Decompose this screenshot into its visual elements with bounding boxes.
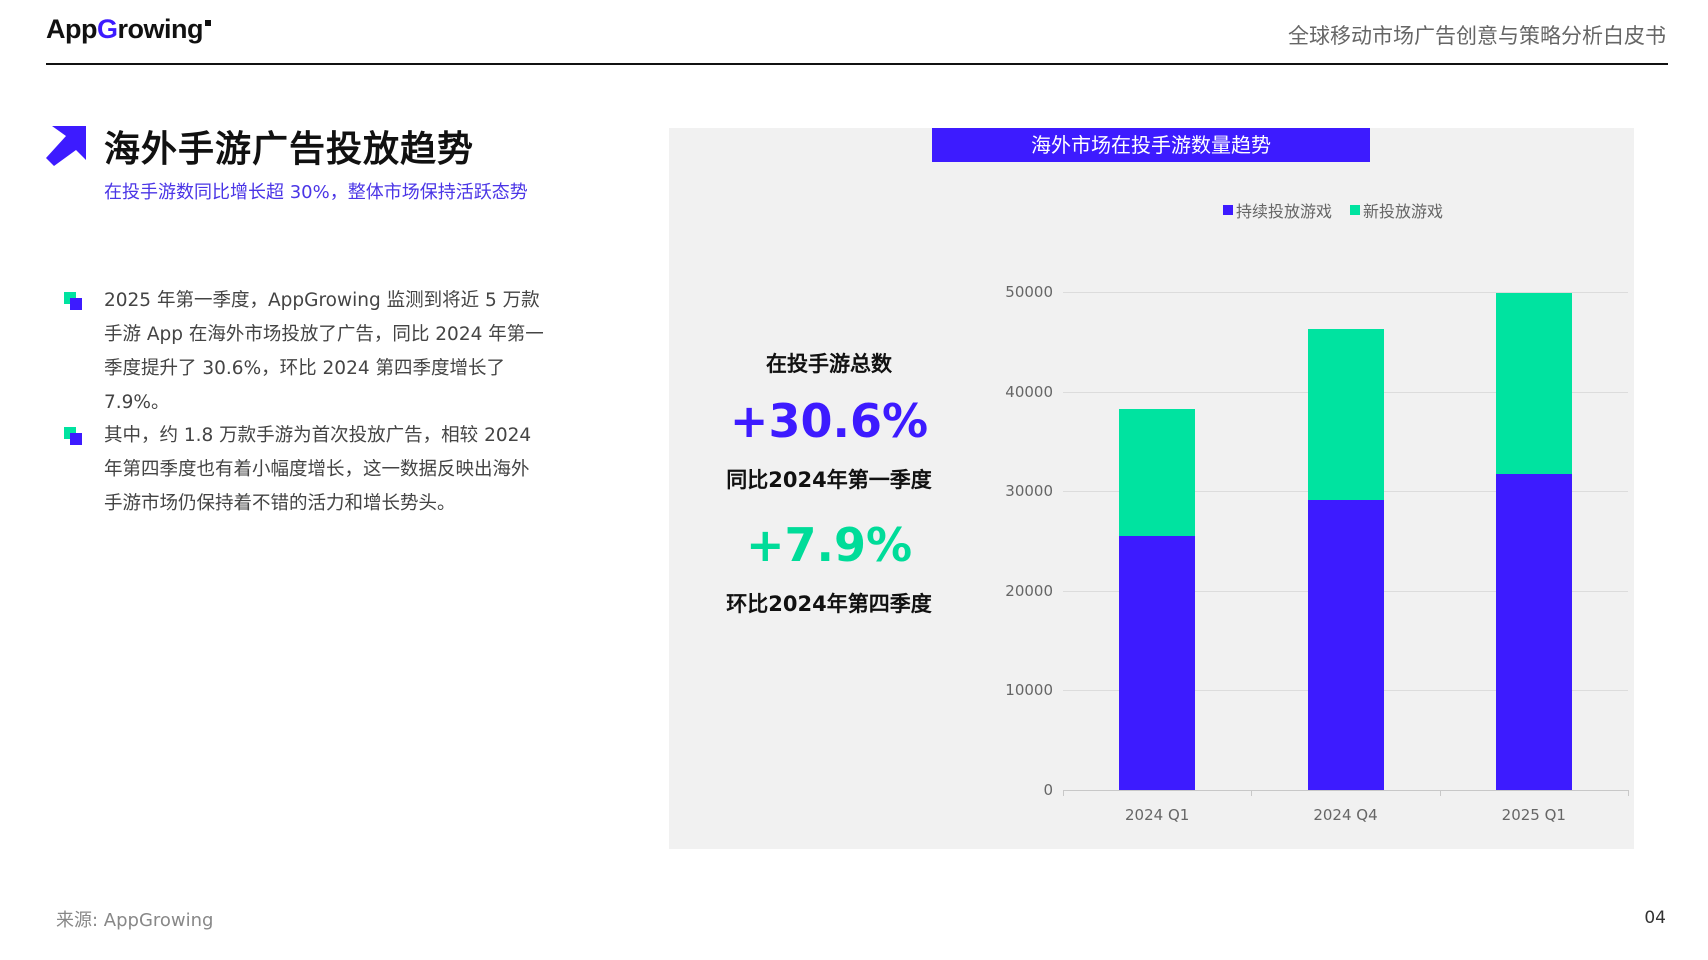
logo-dot-icon xyxy=(205,20,211,26)
stat-yoy-label: 同比2024年第一季度 xyxy=(726,468,932,492)
stacked-bar xyxy=(1495,292,1572,790)
stat-yoy-value: +30.6% xyxy=(729,394,929,448)
page-subtitle: 在投手游数同比增长超 30%，整体市场保持活跃态势 xyxy=(104,182,528,203)
bullet-item: 2025 年第一季度，AppGrowing 监测到将近 5 万款手游 App 在… xyxy=(64,284,544,420)
y-tick-label: 10000 xyxy=(1005,681,1053,700)
stacked-bar xyxy=(1307,292,1384,790)
bar-segment xyxy=(1495,474,1572,790)
y-tick-label: 40000 xyxy=(1005,382,1053,401)
header-divider xyxy=(46,63,1668,65)
chart-title: 海外市场在投手游数量趋势 xyxy=(932,128,1370,162)
legend-swatch-blue-icon xyxy=(1223,205,1233,215)
legend-label: 新投放游戏 xyxy=(1363,202,1444,221)
x-tick-mark xyxy=(1628,790,1629,796)
legend-item-new: 新投放游戏 xyxy=(1350,198,1443,222)
bar-segment xyxy=(1307,500,1384,790)
appgrowing-logo: AppGrowing xyxy=(46,14,211,45)
logo-text-suffix: rowing xyxy=(117,14,204,44)
y-tick-label: 50000 xyxy=(1005,283,1053,301)
stat-qoq-value: +7.9% xyxy=(745,518,913,572)
document-title: 全球移动市场广告创意与策略分析白皮书 xyxy=(1288,24,1666,48)
bullet-squares-icon xyxy=(64,292,84,312)
logo-g-arrow: G xyxy=(96,14,118,44)
bar-segment xyxy=(1307,328,1384,501)
page-number: 04 xyxy=(1644,908,1666,928)
y-tick-label: 20000 xyxy=(1005,581,1053,600)
page-title: 海外手游广告投放趋势 xyxy=(104,129,475,170)
x-tick-mark xyxy=(1439,790,1441,796)
x-axis-line xyxy=(1063,790,1628,791)
bar-segment xyxy=(1495,292,1572,475)
legend-swatch-green-icon xyxy=(1350,205,1361,215)
stats-summary: 在投手游总数 +30.6% 同比2024年第一季度 +7.9% 环比2024年第… xyxy=(709,348,949,618)
logo-text-prefix: App xyxy=(46,14,97,44)
gridline xyxy=(1063,292,1628,293)
chart-legend: 持续投放游戏 新投放游戏 xyxy=(1223,198,1443,222)
legend-item-continuing: 持续投放游戏 xyxy=(1223,198,1332,222)
bar-chart-plot: 0 10000 20000 30000 40000 50000 2024 Q1 2024 Q4… xyxy=(1005,283,1629,824)
x-tick-label: 2024 Q1 xyxy=(1125,806,1190,824)
bullet-item: 其中，约 1.8 万款手游为首次投放广告，相较 2024年第四季度也有着小幅度增… xyxy=(64,419,544,521)
bar-segment xyxy=(1119,536,1196,790)
bullet-text: 其中，约 1.8 万款手游为首次投放广告，相较 2024年第四季度也有着小幅度增… xyxy=(104,425,532,514)
x-tick-mark xyxy=(1251,790,1253,796)
arrow-up-right-icon xyxy=(46,126,86,166)
x-tick-label: 2024 Q4 xyxy=(1313,806,1378,824)
y-tick-label: 0 xyxy=(1043,781,1053,799)
x-tick-mark xyxy=(1063,790,1064,796)
bullet-squares-icon xyxy=(64,427,84,447)
stat-qoq-label: 环比2024年第四季度 xyxy=(726,592,932,616)
chart-panel: 海外市场在投手游数量趋势 持续投放游戏 新投放游戏 在投手游总数 +30.6% … xyxy=(669,128,1634,849)
bullet-text: 2025 年第一季度，AppGrowing 监测到将近 5 万款手游 App 在… xyxy=(104,290,544,413)
y-tick-label: 30000 xyxy=(1005,482,1053,501)
bar-segment xyxy=(1119,408,1196,537)
stat-label: 在投手游总数 xyxy=(766,352,892,376)
source-note: 来源: AppGrowing xyxy=(56,910,214,931)
stacked-bar xyxy=(1119,292,1196,790)
legend-label: 持续投放游戏 xyxy=(1236,202,1333,221)
x-tick-label: 2025 Q1 xyxy=(1501,806,1566,824)
